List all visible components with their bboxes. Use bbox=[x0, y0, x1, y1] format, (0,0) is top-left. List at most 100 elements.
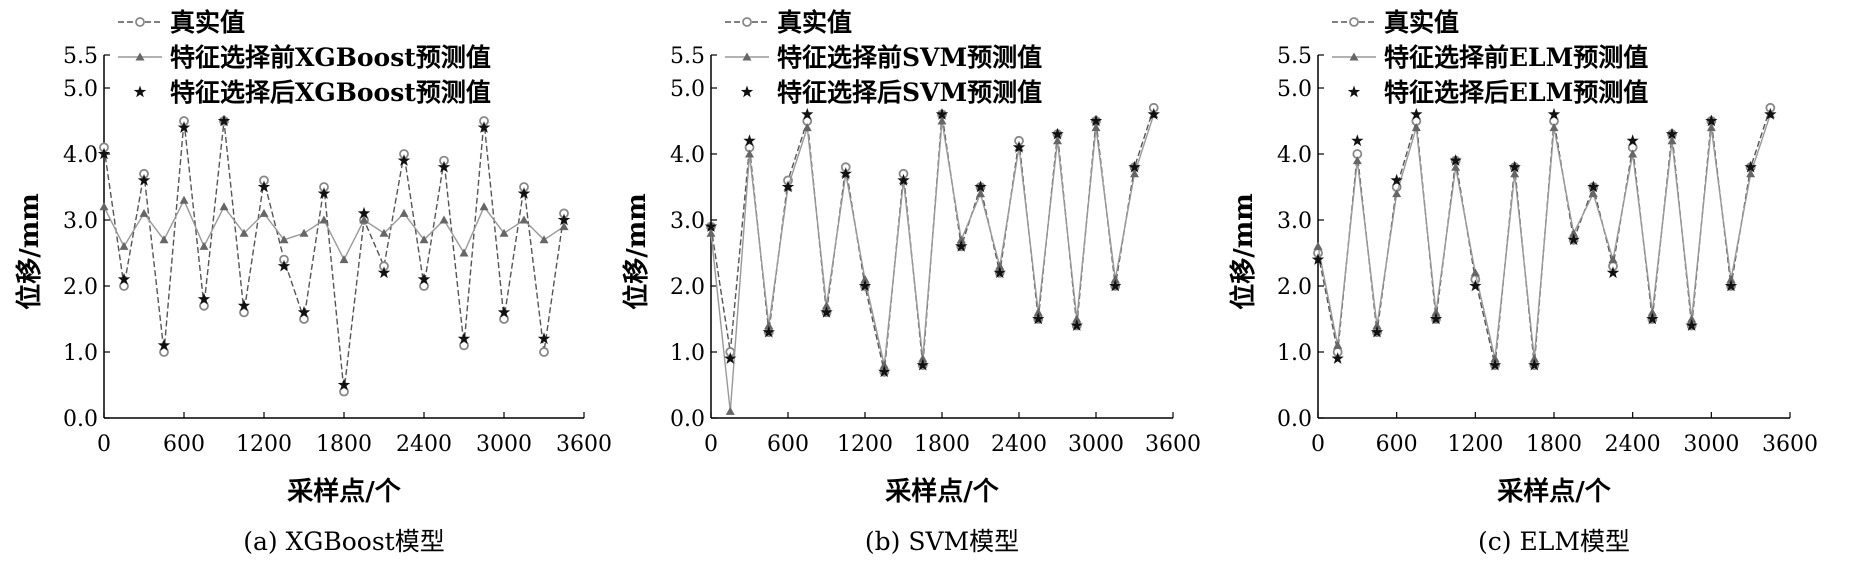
y-axis-title: 位移/mm bbox=[621, 193, 652, 310]
y-tick-label: 5.5 bbox=[1277, 44, 1312, 69]
data-point bbox=[1331, 352, 1344, 364]
x-tick-label: 3600 bbox=[1762, 432, 1818, 457]
x-tick-label: 3000 bbox=[476, 432, 532, 457]
data-point bbox=[1665, 127, 1679, 140]
data-point bbox=[1628, 149, 1638, 158]
data-point bbox=[437, 160, 451, 173]
data-point bbox=[974, 180, 987, 193]
data-point bbox=[1726, 274, 1736, 283]
series-line bbox=[1317, 114, 1771, 359]
data-point bbox=[117, 272, 131, 285]
data-point bbox=[197, 292, 211, 305]
data-point bbox=[725, 406, 735, 415]
data-point bbox=[1647, 307, 1657, 316]
data-point bbox=[993, 266, 1006, 279]
data-point bbox=[1510, 169, 1520, 178]
data-point bbox=[1429, 312, 1443, 325]
y-tick-label: 5.0 bbox=[1277, 77, 1312, 102]
data-point bbox=[1451, 162, 1461, 171]
series-2 bbox=[99, 195, 569, 264]
legend-marker bbox=[740, 85, 754, 98]
y-tick-label: 2.0 bbox=[1277, 275, 1312, 300]
data-point bbox=[1588, 189, 1598, 198]
data-point bbox=[1569, 228, 1579, 237]
data-point bbox=[1547, 107, 1561, 120]
data-point bbox=[537, 332, 551, 345]
figure-caption: (a) XGBoost模型 bbox=[243, 527, 444, 556]
legend-marker bbox=[1347, 85, 1361, 98]
legend-label: 特征选择前XGBoost预测值 bbox=[170, 43, 491, 72]
y-tick-label: 2.0 bbox=[63, 275, 98, 300]
data-point bbox=[1626, 134, 1639, 147]
series-line bbox=[103, 198, 565, 262]
data-point bbox=[762, 325, 775, 338]
legend-label: 真实值 bbox=[1384, 8, 1459, 37]
data-point bbox=[918, 354, 928, 363]
series-3 bbox=[97, 114, 571, 391]
y-tick-label: 5.0 bbox=[670, 77, 705, 102]
legend-label: 特征选择前SVM预测值 bbox=[777, 43, 1042, 72]
data-point bbox=[137, 173, 151, 186]
x-tick-label: 1200 bbox=[837, 432, 893, 457]
data-point bbox=[704, 220, 718, 232]
data-point bbox=[279, 235, 289, 244]
y-tick-label: 0.0 bbox=[1277, 407, 1312, 432]
data-point bbox=[1147, 107, 1160, 120]
y-tick-label: 0.0 bbox=[670, 407, 705, 432]
x-tick-label: 0 bbox=[97, 432, 111, 457]
legend-marker bbox=[1349, 52, 1359, 61]
legend-marker bbox=[742, 17, 752, 27]
data-point bbox=[1667, 136, 1677, 145]
data-point bbox=[745, 149, 754, 158]
x-tick-label: 2400 bbox=[396, 432, 452, 457]
data-point bbox=[277, 259, 291, 272]
data-point bbox=[517, 187, 531, 199]
data-point bbox=[858, 279, 872, 292]
chart-panel-2: 0.0 1.0 2.0 3.0 4.0 5.0 5.5 0 600 1200 1800 2400 300… bbox=[621, 8, 1201, 556]
data-point bbox=[860, 274, 870, 283]
data-point bbox=[1012, 140, 1026, 153]
legend-label: 真实值 bbox=[170, 8, 245, 37]
figure-caption: (c) ELM模型 bbox=[1478, 527, 1630, 556]
data-point bbox=[97, 147, 111, 160]
x-axis-title: 采样点/个 bbox=[1497, 476, 1611, 507]
series-3 bbox=[704, 107, 1160, 378]
y-tick-label: 5.0 bbox=[63, 77, 98, 102]
data-point bbox=[956, 235, 966, 244]
data-point bbox=[1109, 279, 1122, 292]
data-point bbox=[1608, 255, 1618, 264]
x-tick-label: 3600 bbox=[556, 432, 612, 457]
x-tick-label: 0 bbox=[1311, 432, 1325, 457]
data-point bbox=[1685, 319, 1698, 331]
x-tick-label: 2400 bbox=[1605, 432, 1661, 457]
chart-panel-1: 0.0 1.0 2.0 3.0 4.0 5.0 5.5 0 600 1200 1800 2400 300… bbox=[14, 8, 612, 556]
data-point bbox=[916, 358, 929, 371]
data-point bbox=[897, 173, 910, 186]
data-point bbox=[1089, 114, 1103, 127]
y-tick-label: 1.0 bbox=[63, 341, 98, 366]
data-point bbox=[1070, 319, 1083, 331]
data-point bbox=[1449, 154, 1462, 166]
data-point bbox=[157, 338, 171, 351]
data-point bbox=[1528, 358, 1541, 371]
data-point bbox=[1392, 189, 1402, 198]
series-3 bbox=[1311, 107, 1777, 371]
legend-marker bbox=[1349, 17, 1359, 27]
data-point bbox=[297, 305, 311, 318]
data-point bbox=[357, 206, 371, 219]
data-point bbox=[419, 235, 429, 244]
data-point bbox=[397, 154, 411, 166]
legend-label: 特征选择后ELM预测值 bbox=[1384, 78, 1648, 107]
data-point bbox=[1091, 123, 1101, 132]
data-point bbox=[1313, 241, 1323, 250]
x-tick-label: 2400 bbox=[991, 432, 1047, 457]
x-tick-label: 1800 bbox=[914, 432, 970, 457]
data-point bbox=[1549, 123, 1559, 132]
y-tick-label: 4.0 bbox=[63, 143, 98, 168]
series-2 bbox=[706, 109, 1159, 415]
data-point bbox=[499, 228, 509, 237]
series-2 bbox=[1313, 109, 1775, 363]
